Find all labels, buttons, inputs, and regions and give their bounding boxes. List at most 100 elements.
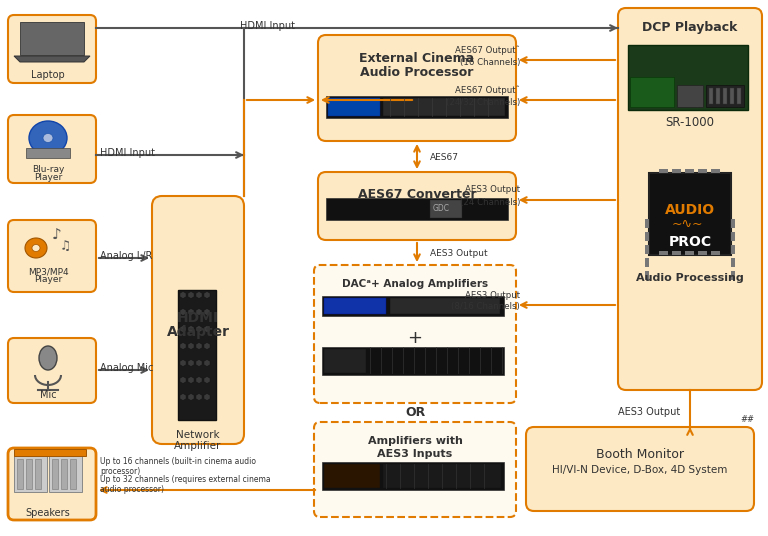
Bar	[14, 456, 47, 492]
FancyBboxPatch shape	[152, 196, 244, 444]
FancyBboxPatch shape	[8, 448, 96, 520]
FancyBboxPatch shape	[8, 220, 96, 292]
Text: MP3/MP4: MP3/MP4	[28, 267, 68, 277]
FancyBboxPatch shape	[526, 427, 754, 511]
Text: Network: Network	[176, 430, 220, 440]
Bar	[677, 85, 703, 107]
Bar	[26, 459, 32, 489]
Bar	[737, 88, 741, 104]
Bar	[659, 251, 668, 255]
Text: PROC: PROC	[668, 235, 712, 249]
Text: audio processor): audio processor)	[100, 485, 164, 494]
Ellipse shape	[29, 121, 67, 155]
Text: Booth Monitor: Booth Monitor	[596, 449, 684, 461]
Bar	[730, 88, 734, 104]
Text: (24 Channels): (24 Channels)	[459, 197, 520, 206]
Text: AES67 Converter: AES67 Converter	[358, 189, 476, 202]
Polygon shape	[20, 22, 84, 55]
Bar	[731, 219, 735, 228]
Bar	[672, 169, 681, 173]
Bar	[322, 296, 504, 316]
Bar	[731, 245, 735, 254]
Text: Amplifiers with: Amplifiers with	[368, 436, 462, 446]
Bar	[685, 169, 694, 173]
FancyBboxPatch shape	[8, 115, 96, 183]
Bar	[706, 85, 744, 107]
Text: Mic: Mic	[40, 390, 56, 400]
Text: AES67 Outputˆ: AES67 Outputˆ	[455, 45, 520, 55]
Bar	[430, 200, 462, 218]
Bar	[630, 77, 674, 107]
Text: (24/32 Channels): (24/32 Channels)	[445, 98, 520, 107]
Text: Analog L/R: Analog L/R	[100, 251, 152, 261]
Text: Analog Mic: Analog Mic	[100, 363, 154, 373]
Text: HDMI Input: HDMI Input	[100, 148, 155, 158]
Text: +: +	[408, 329, 422, 347]
Text: HDMI Input: HDMI Input	[240, 21, 295, 31]
Text: Laptop: Laptop	[31, 70, 65, 80]
Bar	[35, 459, 41, 489]
Bar	[711, 251, 720, 255]
Bar	[324, 349, 366, 373]
FancyBboxPatch shape	[8, 15, 96, 83]
FancyBboxPatch shape	[314, 422, 516, 517]
FancyBboxPatch shape	[8, 338, 96, 403]
Ellipse shape	[39, 346, 57, 370]
Bar	[723, 88, 727, 104]
Bar	[61, 459, 67, 489]
Bar	[52, 459, 58, 489]
Bar	[649, 173, 731, 255]
Text: AES67 Outputˆ: AES67 Outputˆ	[455, 85, 520, 95]
Text: Audio Processor: Audio Processor	[360, 65, 474, 78]
Bar	[645, 219, 649, 228]
Text: AES3 Output: AES3 Output	[430, 249, 488, 258]
Bar	[322, 347, 504, 375]
Bar	[178, 290, 216, 420]
FancyBboxPatch shape	[618, 8, 762, 390]
Text: External Cinema: External Cinema	[359, 51, 475, 64]
Text: AES3 Inputs: AES3 Inputs	[377, 449, 452, 459]
Text: ~∿~: ~∿~	[672, 218, 703, 231]
Bar	[698, 251, 707, 255]
Text: Player: Player	[34, 276, 62, 285]
Text: Speakers: Speakers	[25, 508, 71, 518]
Bar	[709, 88, 713, 104]
Text: HDMI: HDMI	[177, 311, 219, 325]
Ellipse shape	[32, 244, 40, 251]
Bar	[14, 449, 86, 456]
Text: processor): processor)	[100, 466, 141, 475]
Text: AES3 Output: AES3 Output	[465, 185, 520, 195]
Bar	[711, 169, 720, 173]
Text: AES3 Output: AES3 Output	[618, 407, 680, 417]
Bar	[672, 251, 681, 255]
Polygon shape	[14, 56, 90, 62]
Bar	[326, 198, 508, 220]
Text: Player: Player	[34, 174, 62, 182]
Text: ##: ##	[740, 415, 754, 425]
Bar	[70, 459, 76, 489]
Text: AES67: AES67	[430, 153, 459, 162]
Bar	[383, 464, 501, 488]
Bar	[328, 98, 380, 116]
Bar	[698, 169, 707, 173]
Bar	[324, 464, 380, 488]
Text: GDC: GDC	[433, 204, 450, 213]
Ellipse shape	[25, 238, 47, 258]
Text: DCP Playback: DCP Playback	[642, 21, 738, 34]
Text: (16 Channels): (16 Channels)	[459, 57, 520, 66]
Text: (8/16 Channels): (8/16 Channels)	[452, 302, 520, 311]
Text: ♫: ♫	[60, 240, 71, 253]
Bar	[322, 462, 504, 490]
Text: Audio Processing: Audio Processing	[636, 273, 744, 283]
Bar	[645, 258, 649, 267]
Bar	[731, 232, 735, 241]
Text: ♪: ♪	[52, 228, 61, 243]
Bar	[383, 98, 505, 116]
Text: Up to 32 channels (requires external cinema: Up to 32 channels (requires external cin…	[100, 475, 270, 485]
Bar	[628, 45, 748, 110]
Bar	[659, 169, 668, 173]
Text: HI/VI-N Device, D-Box, 4D System: HI/VI-N Device, D-Box, 4D System	[552, 465, 728, 475]
Bar	[645, 245, 649, 254]
Bar	[17, 459, 23, 489]
Bar	[324, 298, 386, 314]
